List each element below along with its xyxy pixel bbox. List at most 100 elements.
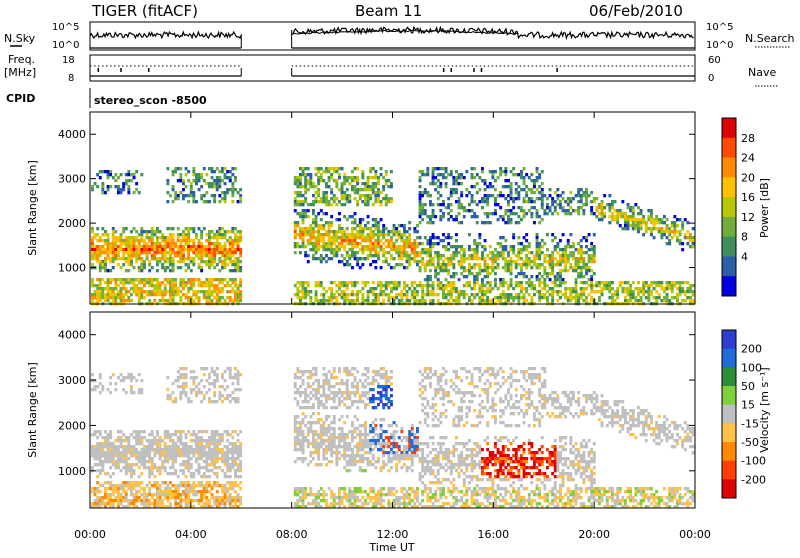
power-cell [320,224,323,227]
power-cell [200,254,203,257]
power-cell [109,269,112,272]
velocity-cell [101,466,104,469]
velocity-cell [164,487,167,490]
power-cell [510,188,513,191]
power-cell [135,230,138,233]
power-cell [294,227,297,230]
power-cell [502,278,505,281]
power-cell [504,260,507,263]
power-cell [442,266,445,269]
power-cell [109,257,112,260]
power-cell [185,194,188,197]
power-cell [580,260,583,263]
power-cell [346,200,349,203]
power-cell [200,284,203,287]
power-cell [468,257,471,260]
power-cell [663,233,666,236]
power-cell [169,260,172,263]
power-cell [364,236,367,239]
power-cell [99,278,102,281]
power-cell [421,206,424,209]
power-cell [192,245,195,248]
velocity-cell [198,463,201,466]
velocity-cell [205,445,208,448]
power-cell [302,287,305,290]
velocity-cell [205,379,208,382]
velocity-cell [104,502,107,505]
power-cell [328,233,331,236]
velocity-cell [179,493,182,496]
velocity-cell [174,487,177,490]
power-cell [302,173,305,176]
velocity-cell [112,463,115,466]
power-cell [556,284,559,287]
power-cell [478,176,481,179]
power-cell [354,293,357,296]
power-cell [216,233,219,236]
power-cell [346,296,349,299]
power-cell [216,278,219,281]
power-cell [676,230,679,233]
power-cell [109,185,112,188]
velocity-cell [231,376,234,379]
power-cell [421,299,424,302]
power-cell [107,296,110,299]
velocity-cell [107,448,110,451]
power-cell [681,299,684,302]
velocity-cell [125,490,128,493]
power-cell [200,269,203,272]
power-cell [442,254,445,257]
velocity-cell [224,379,227,382]
power-cell [489,284,492,287]
power-cell [502,215,505,218]
power-cell [671,281,674,284]
power-cell [445,185,448,188]
power-cell [450,209,453,212]
power-cell [138,296,141,299]
power-cell [577,296,580,299]
velocity-cell [226,460,229,463]
power-cell [325,194,328,197]
power-cell [681,242,684,245]
power-cell [309,182,312,185]
power-cell [387,242,390,245]
power-colorbar-swatch [722,138,736,158]
power-cell [146,236,149,239]
power-cell [403,251,406,254]
power-cell [419,266,422,269]
velocity-cell [133,469,136,472]
power-cell [562,233,565,236]
power-cell [655,284,658,287]
power-cell [502,218,505,221]
power-cell [478,290,481,293]
power-cell [419,185,422,188]
power-cell [432,167,435,170]
power-cell [346,299,349,302]
power-cell [198,266,201,269]
power-cell [198,173,201,176]
power-cell [437,263,440,266]
power-cell [385,284,388,287]
power-cell [231,251,234,254]
power-cell [156,293,159,296]
power-cell [146,233,149,236]
velocity-cell [109,460,112,463]
power-cell [398,257,401,260]
power-cell [335,290,338,293]
power-cell [330,230,333,233]
power-cell [161,245,164,248]
power-cell [221,296,224,299]
velocity-cell [156,445,159,448]
velocity-cell [195,385,198,388]
power-cell [437,254,440,257]
power-cell [452,179,455,182]
power-cell [549,257,552,260]
power-cell [153,242,156,245]
velocity-cell [179,433,182,436]
velocity-cell [192,379,195,382]
power-cell [510,296,513,299]
power-cell [372,236,375,239]
velocity-cell [112,499,115,502]
velocity-cell [164,445,167,448]
power-cell [473,239,476,242]
